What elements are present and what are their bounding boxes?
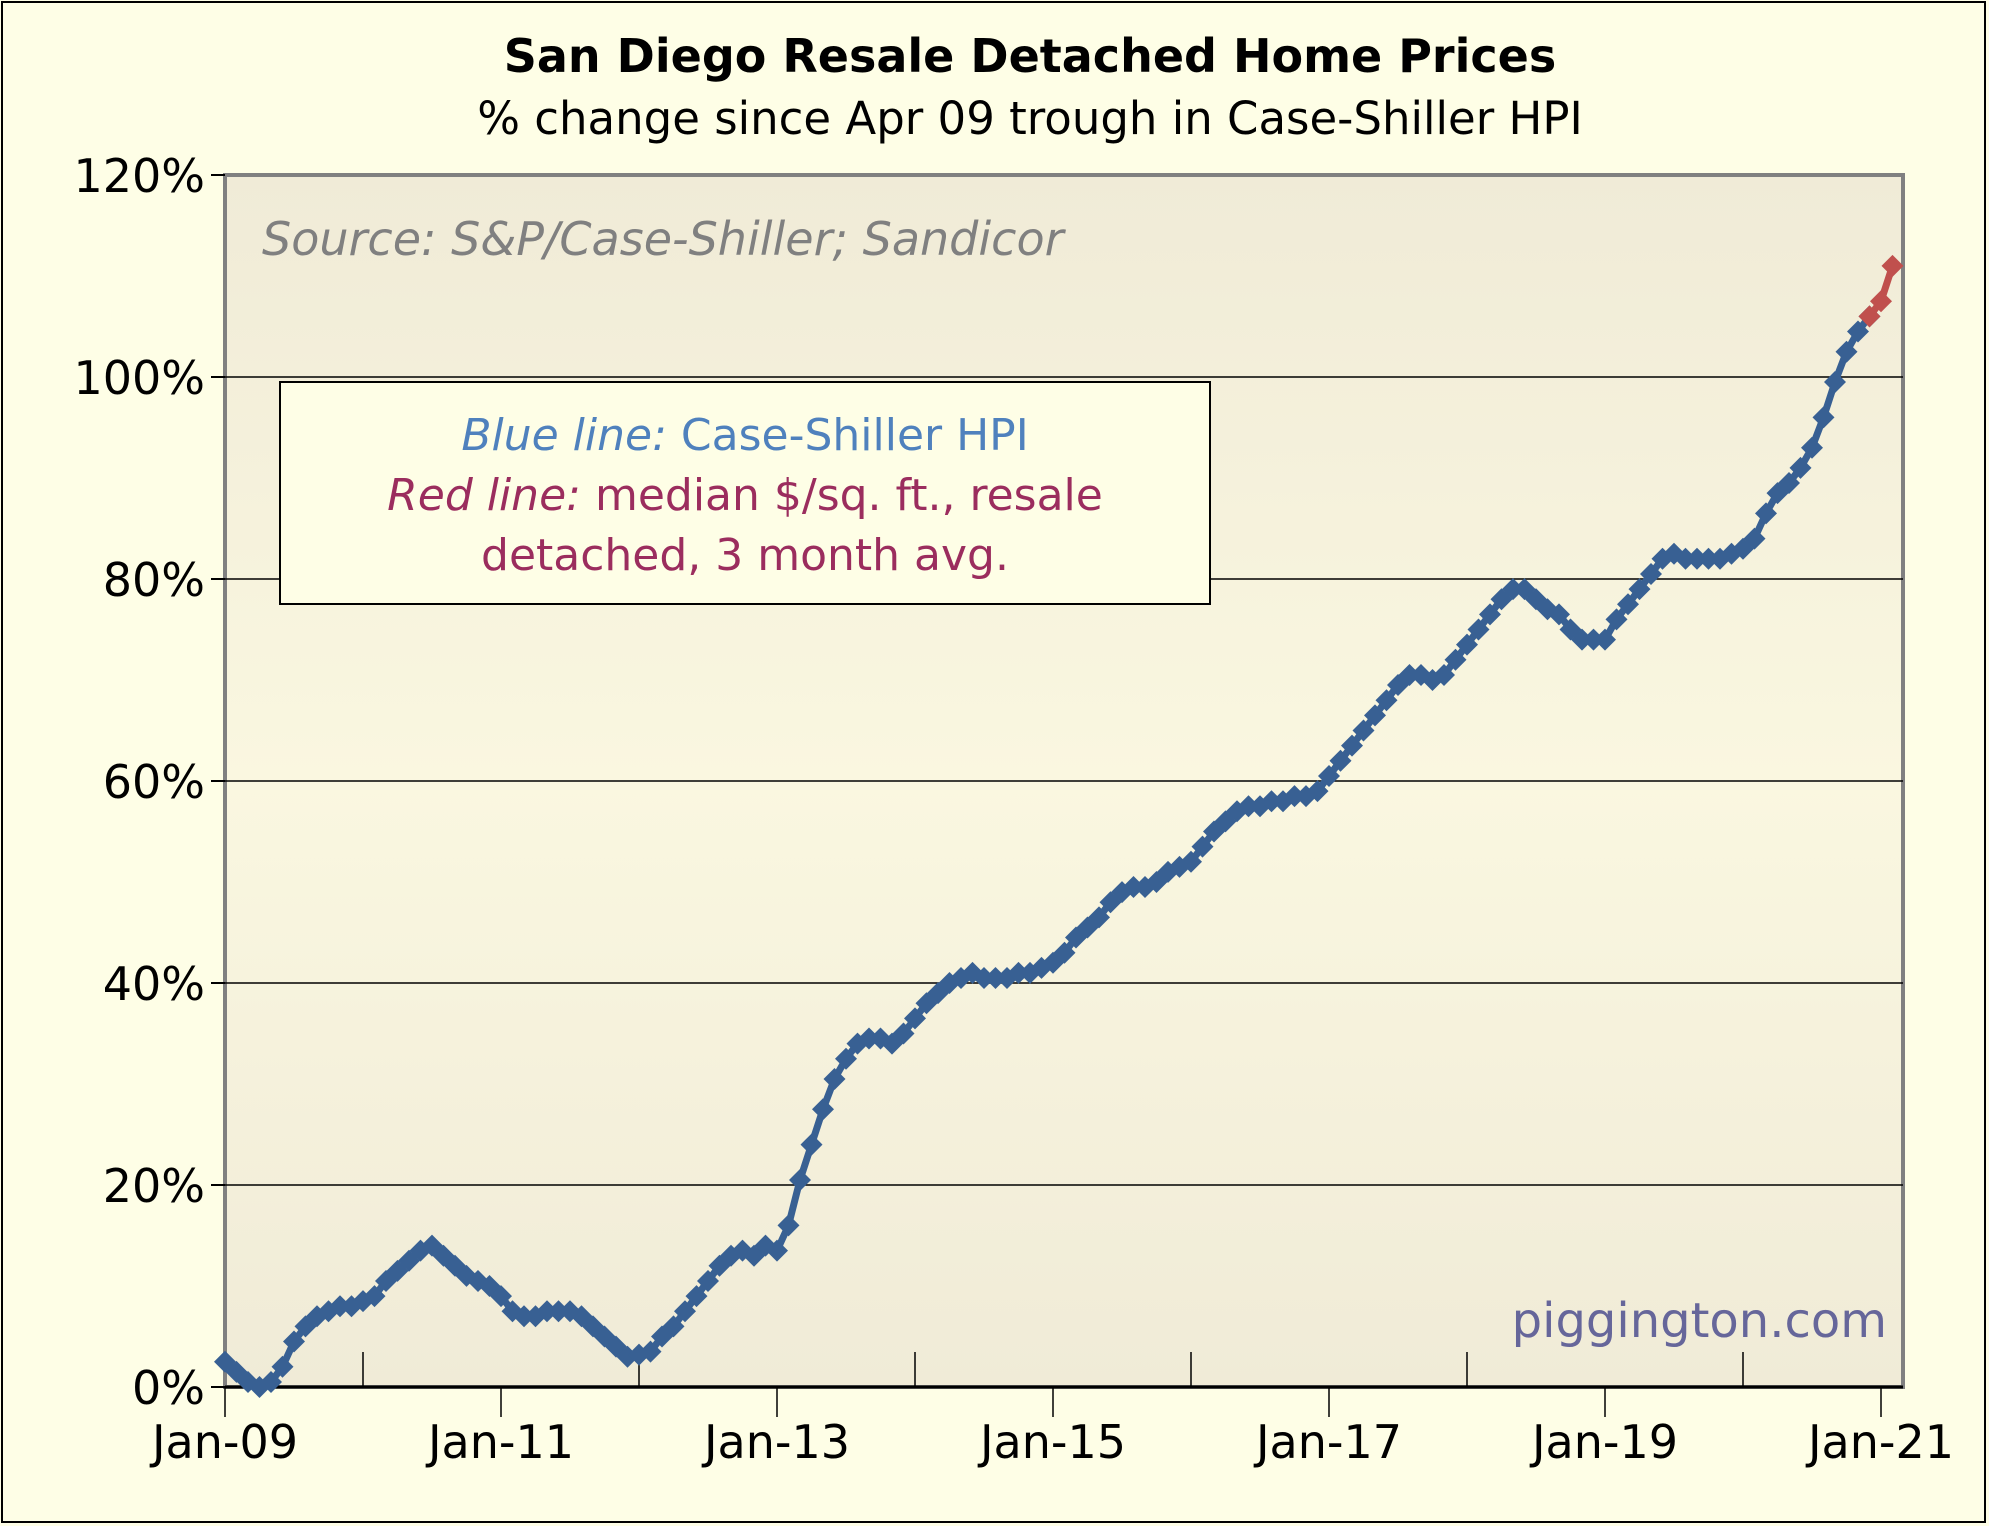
data-point-marker	[1881, 254, 1904, 277]
data-point-marker	[1283, 785, 1306, 808]
y-tick-label: 100%	[73, 351, 205, 405]
data-point-marker	[1870, 290, 1892, 313]
data-point-marker	[1352, 719, 1375, 742]
x-tick-label: Jan-17	[1253, 1415, 1402, 1469]
data-point-marker	[1594, 628, 1616, 651]
data-point-marker	[858, 1027, 880, 1050]
data-point-marker	[674, 1300, 696, 1323]
y-tick-label: 20%	[103, 1159, 205, 1213]
data-point-marker	[363, 1285, 386, 1308]
data-point-marker	[1847, 320, 1869, 343]
data-point-marker	[984, 966, 1007, 989]
data-point-marker	[812, 1098, 834, 1121]
svg-text:Blue line: Case-Shiller HPI: Blue line: Case-Shiller HPI	[461, 410, 1028, 461]
data-point-marker	[1801, 436, 1823, 459]
data-point-marker	[1755, 502, 1777, 525]
data-point-marker	[1605, 608, 1628, 631]
data-point-marker	[1329, 749, 1352, 772]
data-point-marker	[662, 1315, 685, 1338]
svg-text:Red line: median $/sq. ft., re: Red line: median $/sq. ft., resale	[387, 470, 1103, 521]
data-point-marker	[973, 966, 995, 989]
x-tick-label: Jan-13	[701, 1415, 850, 1469]
data-point-marker	[1617, 593, 1639, 616]
data-point-marker	[1341, 734, 1363, 757]
chart-subtitle: % change since Apr 09 trough in Case-Shi…	[477, 92, 1583, 145]
data-point-marker	[1306, 780, 1329, 803]
data-point-marker	[1122, 876, 1145, 899]
data-point-marker	[1364, 704, 1386, 727]
data-point-marker	[1398, 663, 1421, 686]
data-point-marker	[789, 1168, 811, 1191]
legend-red-text: median $/sq. ft., resale	[581, 470, 1103, 521]
data-point-marker	[1088, 906, 1110, 929]
data-point-marker	[1237, 795, 1260, 818]
data-point-marker	[1444, 648, 1467, 671]
legend-red-label: Red line:	[387, 470, 581, 521]
data-point-marker	[1628, 578, 1651, 601]
x-tick-label: Jan-19	[1529, 1415, 1678, 1469]
data-point-marker	[547, 1300, 570, 1323]
data-point-marker	[892, 1022, 915, 1045]
data-point-marker	[1467, 618, 1490, 641]
legend-blue-text: Case-Shiller HPI	[667, 410, 1029, 461]
data-point-marker	[1835, 340, 1858, 363]
legend-red-text-2: detached, 3 month avg.	[481, 530, 1009, 581]
data-point-marker	[1582, 628, 1605, 651]
data-point-marker	[283, 1330, 305, 1353]
data-point-marker	[513, 1305, 535, 1328]
chart-title: San Diego Resale Detached Home Prices	[504, 29, 1556, 83]
data-point-marker	[1375, 689, 1398, 712]
data-point-marker	[1571, 628, 1593, 651]
data-point-marker	[1260, 790, 1283, 813]
legend-blue-label: Blue line:	[461, 410, 667, 461]
legend-box: Blue line: Case-Shiller HPI Red line: me…	[279, 381, 1211, 605]
data-point-marker	[329, 1295, 351, 1318]
data-point-marker	[800, 1133, 823, 1156]
data-point-marker	[1789, 456, 1812, 479]
data-point-marker	[1778, 472, 1800, 495]
data-point-marker	[1548, 603, 1570, 626]
data-point-marker	[271, 1355, 294, 1378]
data-point-marker	[1812, 406, 1835, 429]
data-point-marker	[835, 1047, 857, 1070]
data-point-marker	[1640, 562, 1662, 585]
watermark: piggington.com	[1512, 1293, 1887, 1349]
data-point-marker	[685, 1285, 708, 1308]
y-tick-label: 60%	[103, 755, 205, 809]
data-point-marker	[1007, 961, 1030, 984]
data-point-marker	[1858, 305, 1881, 328]
y-tick-label: 80%	[103, 553, 205, 607]
y-tick-label: 120%	[73, 149, 205, 203]
data-point-marker	[766, 1239, 788, 1262]
x-tick-label: Jan-11	[425, 1415, 574, 1469]
data-point-marker	[777, 1214, 800, 1237]
x-tick-label: Jan-15	[977, 1415, 1126, 1469]
data-point-marker	[260, 1370, 282, 1393]
y-tick-label: 40%	[103, 957, 205, 1011]
data-point-marker	[1686, 547, 1708, 570]
data-point-marker	[1697, 547, 1720, 570]
data-point-marker	[639, 1340, 662, 1363]
data-point-marker	[904, 1007, 926, 1030]
data-point-marker	[1824, 371, 1846, 394]
x-tick-label: Jan-21	[1805, 1415, 1954, 1469]
source-note: Source: S&P/Case-Shiller; Sandicor	[262, 212, 1067, 266]
data-point-marker	[536, 1300, 558, 1323]
data-point-marker	[1191, 835, 1214, 858]
data-point-marker	[1674, 547, 1697, 570]
data-point-marker	[1479, 603, 1501, 626]
data-point-marker	[1180, 850, 1202, 873]
data-point-marker	[1318, 764, 1340, 787]
data-point-marker	[823, 1067, 846, 1090]
data-point-marker	[1456, 633, 1478, 656]
data-point-marker	[697, 1269, 719, 1292]
x-tick-label: Jan-09	[149, 1415, 298, 1469]
data-point-marker	[1053, 941, 1076, 964]
data-point-marker	[1743, 527, 1766, 550]
data-point-marker	[1502, 578, 1524, 601]
y-tick-label: 0%	[132, 1361, 205, 1415]
data-point-marker	[490, 1285, 512, 1308]
data-point-marker	[1433, 663, 1455, 686]
